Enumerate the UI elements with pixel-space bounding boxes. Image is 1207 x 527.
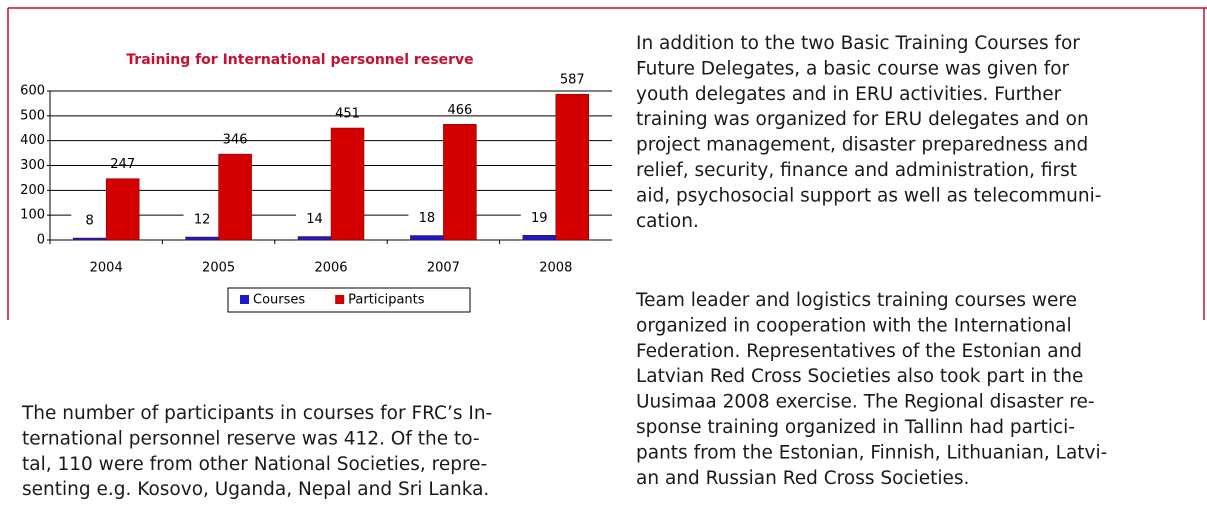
bar [443, 124, 477, 241]
data-label-bg [408, 209, 446, 228]
legend-box [227, 287, 471, 313]
data-label: 587 [560, 73, 585, 88]
legend-swatch [335, 295, 345, 304]
bar [105, 178, 140, 241]
x-tick-label: 2006 [314, 261, 347, 276]
paragraph-line: Future Delegates, a basic course was giv… [636, 58, 1070, 79]
paragraph-line: Federation. Representatives of the Eston… [636, 341, 1082, 362]
bar [72, 237, 107, 241]
paragraph-line: organized in cooperation with the Intern… [636, 315, 1072, 336]
y-tick-label: 500 [20, 108, 45, 123]
bar [185, 236, 219, 241]
paragraph-line: cation. [636, 211, 699, 232]
y-tick-label: 100 [20, 208, 45, 223]
data-label-bg [520, 209, 558, 228]
y-tick-label: 600 [20, 84, 45, 99]
paragraph-line: The number of participants in courses fo… [21, 403, 492, 424]
data-label: 18 [419, 211, 436, 226]
paragraph-line: sponse training organized in Tallinn had… [636, 417, 1075, 438]
paragraph-line: training was organized for ERU delegates… [636, 109, 1089, 130]
y-tick-label: 300 [20, 158, 45, 173]
chart-title: Training for International personnel res… [126, 52, 473, 68]
legend-swatch [240, 295, 249, 304]
paragraph-line: an and Russian Red Cross Societies. [636, 468, 969, 489]
data-label: 247 [110, 157, 135, 172]
x-tick-label: 2008 [539, 261, 572, 276]
bar [218, 153, 252, 241]
bar [522, 235, 557, 241]
data-label-bg [296, 210, 333, 229]
data-label: 466 [447, 103, 472, 118]
paragraph-line: pants from the Estonian, Finnish, Lithua… [636, 442, 1107, 463]
paragraph-line: Team leader and logistics training cours… [635, 290, 1077, 311]
bar [555, 93, 590, 241]
data-label: 19 [531, 211, 548, 226]
legend-label: Courses [253, 293, 305, 308]
data-label: 451 [335, 107, 360, 122]
paragraph-line: In addition to the two Basic Training Co… [636, 33, 1080, 54]
x-tick-label: 2005 [202, 261, 235, 276]
y-tick-label: 400 [20, 133, 45, 148]
paragraph-line: youth delegates and in ERU activities. F… [636, 84, 1062, 105]
paragraph-line: relief, security, finance and administra… [636, 160, 1077, 181]
data-label-bg [183, 211, 221, 230]
data-label: 14 [306, 212, 323, 227]
paragraph-line: Latvian Red Cross Societies also took pa… [636, 366, 1083, 387]
y-tick-label: 0 [37, 233, 45, 248]
paragraph-line: senting e.g. Kosovo, Uganda, Nepal and S… [22, 479, 489, 500]
paragraph-line: Uusimaa 2008 exercise. The Regional disa… [636, 392, 1095, 413]
x-tick-label: 2004 [90, 261, 123, 276]
data-label: 12 [194, 213, 211, 228]
data-label-bg [71, 212, 109, 231]
paragraph-line: tal, 110 were from other National Societ… [22, 454, 487, 475]
paragraph-line: project management, disaster preparednes… [636, 135, 1088, 156]
y-tick-label: 200 [20, 183, 45, 198]
bar [410, 235, 444, 241]
data-label: 8 [86, 214, 94, 229]
x-tick-label: 2007 [427, 261, 460, 276]
paragraph-line: aid, psychosocial support as well as tel… [636, 185, 1101, 206]
paragraph-line: ternational personnel reserve was 412. O… [22, 428, 480, 449]
bar [297, 236, 332, 241]
data-label: 346 [223, 133, 248, 148]
bar [330, 127, 365, 241]
legend-label: Participants [348, 293, 425, 308]
